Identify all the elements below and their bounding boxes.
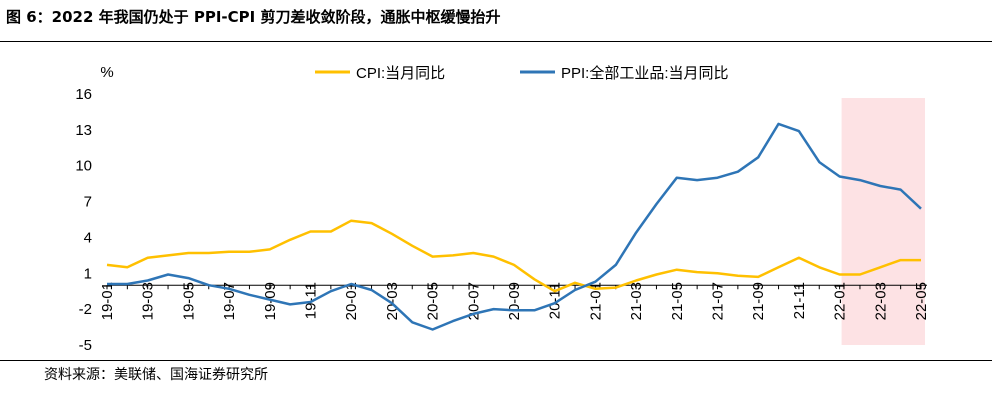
x-tick-label: 20-01 <box>343 282 360 320</box>
x-tick-label: 22-03 <box>872 282 889 320</box>
x-tick-label: 21-03 <box>628 282 645 320</box>
y-tick-label: 1 <box>84 265 92 282</box>
legend: CPI:当月同比 PPI:全部工业品:当月同比 <box>315 64 729 82</box>
series-line-ppi <box>107 122 922 331</box>
x-tick-label: 22-05 <box>913 282 930 320</box>
y-tick-label: -5 <box>79 337 92 354</box>
figure-title: 图 6：2022 年我国仍处于 PPI-CPI 剪刀差收敛阶段，通胀中枢缓慢抬升 <box>6 8 501 26</box>
y-axis-unit-label: % <box>100 64 113 81</box>
y-tick-label: 16 <box>75 86 92 103</box>
x-tick-label: 20-03 <box>384 282 401 320</box>
source-divider <box>0 360 992 361</box>
x-tick-label: 20-07 <box>465 282 482 320</box>
x-tick-label: 21-07 <box>710 282 727 320</box>
series-line-cpi <box>106 219 921 293</box>
x-tick-label: 20-05 <box>425 282 442 320</box>
x-tick-label: 20-11 <box>547 282 564 319</box>
source-note: 资料来源：美联储、国海证券研究所 <box>44 367 268 383</box>
y-tick-label: 10 <box>75 158 92 175</box>
x-tick-label: 21-09 <box>750 282 767 320</box>
y-tick-label: 7 <box>84 194 92 211</box>
x-tick-label: 19-01 <box>99 282 116 320</box>
x-tick-label: 22-01 <box>832 282 849 320</box>
x-tick-label: 21-01 <box>587 282 604 320</box>
y-tick-label: -2 <box>79 301 92 318</box>
highlight-region-2022 <box>841 98 925 345</box>
x-tick-label: 21-05 <box>669 282 686 320</box>
x-tick-label: 19-03 <box>140 282 157 320</box>
y-tick-label: 4 <box>84 229 92 246</box>
x-tick-label: 19-07 <box>221 282 238 320</box>
x-tick-label: 21-11 <box>791 282 808 319</box>
x-tick-label: 19-05 <box>180 282 197 320</box>
title-underline <box>0 41 992 42</box>
legend-label-cpi: CPI:当月同比 <box>356 65 445 82</box>
y-tick-label: 13 <box>75 122 92 139</box>
x-tick-label: 19-09 <box>262 282 279 320</box>
legend-label-ppi: PPI:全部工业品:当月同比 <box>561 64 729 82</box>
